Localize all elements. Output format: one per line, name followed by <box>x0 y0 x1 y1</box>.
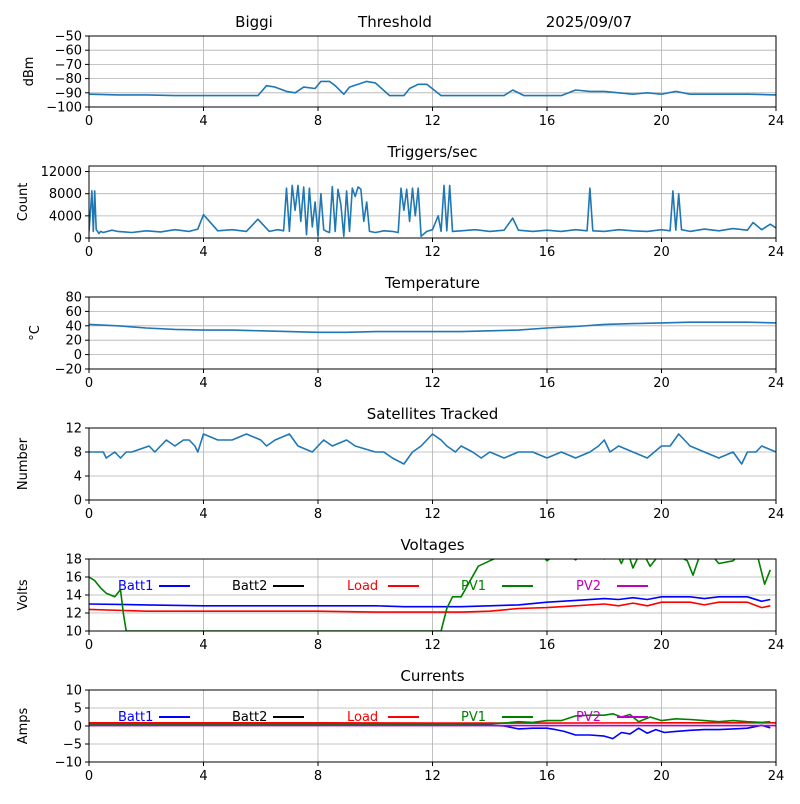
x-tick-label: 0 <box>85 376 93 391</box>
x-tick-label: 4 <box>199 114 207 129</box>
x-tick-label: 20 <box>653 376 670 391</box>
x-tick-label: 4 <box>199 638 207 653</box>
y-tick-label: 14 <box>65 589 82 604</box>
panel-2-title: Temperature <box>384 274 480 292</box>
y-tick-label: 18 <box>65 553 82 568</box>
panel-4-title: Voltages <box>400 536 464 554</box>
x-tick-label: 12 <box>424 769 441 784</box>
panel-5-title: Currents <box>400 667 464 685</box>
legend-label-pv1: PV1 <box>461 579 486 594</box>
x-tick-label: 16 <box>539 638 556 653</box>
legend-label-batt1: Batt1 <box>118 710 153 725</box>
panel-4-ylabel: Volts <box>16 579 31 611</box>
x-tick-label: 24 <box>768 507 785 522</box>
y-tick-label: 10 <box>65 684 82 699</box>
legend-label-pv2: PV2 <box>576 710 601 725</box>
x-tick-label: 8 <box>314 507 322 522</box>
panel-1-ylabel: Count <box>16 183 31 222</box>
y-tick-label: −70 <box>55 58 82 73</box>
legend-label-batt2: Batt2 <box>232 579 267 594</box>
x-tick-label: 20 <box>653 638 670 653</box>
panel-5-ylabel: Amps <box>16 707 31 744</box>
legend-label-pv1: PV1 <box>461 710 486 725</box>
legend-label-batt2: Batt2 <box>232 710 267 725</box>
y-tick-label: 60 <box>65 305 82 320</box>
y-tick-label: −80 <box>55 72 82 87</box>
panel-0-ylabel: dBm <box>22 57 37 87</box>
x-tick-label: 0 <box>85 638 93 653</box>
legend-label-batt1: Batt1 <box>118 579 153 594</box>
x-tick-label: 0 <box>85 114 93 129</box>
x-tick-label: 16 <box>539 114 556 129</box>
y-tick-label: −5 <box>63 738 82 753</box>
y-tick-label: 8000 <box>49 187 82 202</box>
x-tick-label: 8 <box>314 638 322 653</box>
y-tick-label: −90 <box>55 86 82 101</box>
x-tick-label: 4 <box>199 376 207 391</box>
x-tick-label: 12 <box>424 245 441 260</box>
panel-1-title: Triggers/sec <box>387 143 478 161</box>
x-tick-label: 20 <box>653 245 670 260</box>
x-tick-label: 0 <box>85 507 93 522</box>
y-tick-label: −100 <box>46 101 82 116</box>
header-date: 2025/09/07 <box>546 13 632 31</box>
x-tick-label: 8 <box>314 114 322 129</box>
legend-label-pv2: PV2 <box>576 579 601 594</box>
y-tick-label: 4 <box>74 470 82 485</box>
header-mode: Threshold <box>357 13 432 31</box>
y-tick-label: 8 <box>74 446 82 461</box>
x-tick-label: 12 <box>424 638 441 653</box>
x-tick-label: 16 <box>539 376 556 391</box>
x-tick-label: 4 <box>199 769 207 784</box>
y-tick-label: 5 <box>74 702 82 717</box>
y-tick-label: 4000 <box>49 209 82 224</box>
y-tick-label: 10 <box>65 625 82 640</box>
y-tick-label: −50 <box>55 30 82 45</box>
x-tick-label: 8 <box>314 245 322 260</box>
x-tick-label: 8 <box>314 376 322 391</box>
x-tick-label: 20 <box>653 769 670 784</box>
legend-label-load: Load <box>347 579 378 594</box>
x-tick-label: 16 <box>539 769 556 784</box>
x-tick-label: 8 <box>314 769 322 784</box>
legend-label-load: Load <box>347 710 378 725</box>
x-tick-label: 12 <box>424 114 441 129</box>
y-tick-label: 0 <box>74 348 82 363</box>
panel-2-ylabel: °C <box>28 325 43 341</box>
header-station: Biggi <box>235 13 273 31</box>
y-tick-label: 40 <box>65 319 82 334</box>
y-tick-label: −60 <box>55 44 82 59</box>
x-tick-label: 24 <box>768 245 785 260</box>
y-tick-label: 0 <box>74 232 82 247</box>
y-tick-label: 12000 <box>41 165 82 180</box>
x-tick-label: 16 <box>539 507 556 522</box>
x-tick-label: 20 <box>653 114 670 129</box>
y-tick-label: 20 <box>65 334 82 349</box>
y-tick-label: 12 <box>65 422 82 437</box>
x-tick-label: 4 <box>199 507 207 522</box>
x-tick-label: 0 <box>85 245 93 260</box>
y-tick-label: 16 <box>65 571 82 586</box>
y-tick-label: 0 <box>74 720 82 735</box>
x-tick-label: 24 <box>768 376 785 391</box>
y-tick-label: −20 <box>55 363 82 378</box>
y-tick-label: 0 <box>74 494 82 509</box>
x-tick-label: 0 <box>85 769 93 784</box>
x-tick-label: 24 <box>768 638 785 653</box>
x-tick-label: 12 <box>424 376 441 391</box>
y-tick-label: 80 <box>65 291 82 306</box>
panel-3-title: Satellites Tracked <box>367 405 498 423</box>
x-tick-label: 4 <box>199 245 207 260</box>
x-tick-label: 24 <box>768 769 785 784</box>
y-tick-label: 12 <box>65 607 82 622</box>
y-tick-label: −10 <box>55 756 82 771</box>
panel-3-ylabel: Number <box>16 437 31 490</box>
x-tick-label: 16 <box>539 245 556 260</box>
x-tick-label: 20 <box>653 507 670 522</box>
x-tick-label: 24 <box>768 114 785 129</box>
x-tick-label: 12 <box>424 507 441 522</box>
